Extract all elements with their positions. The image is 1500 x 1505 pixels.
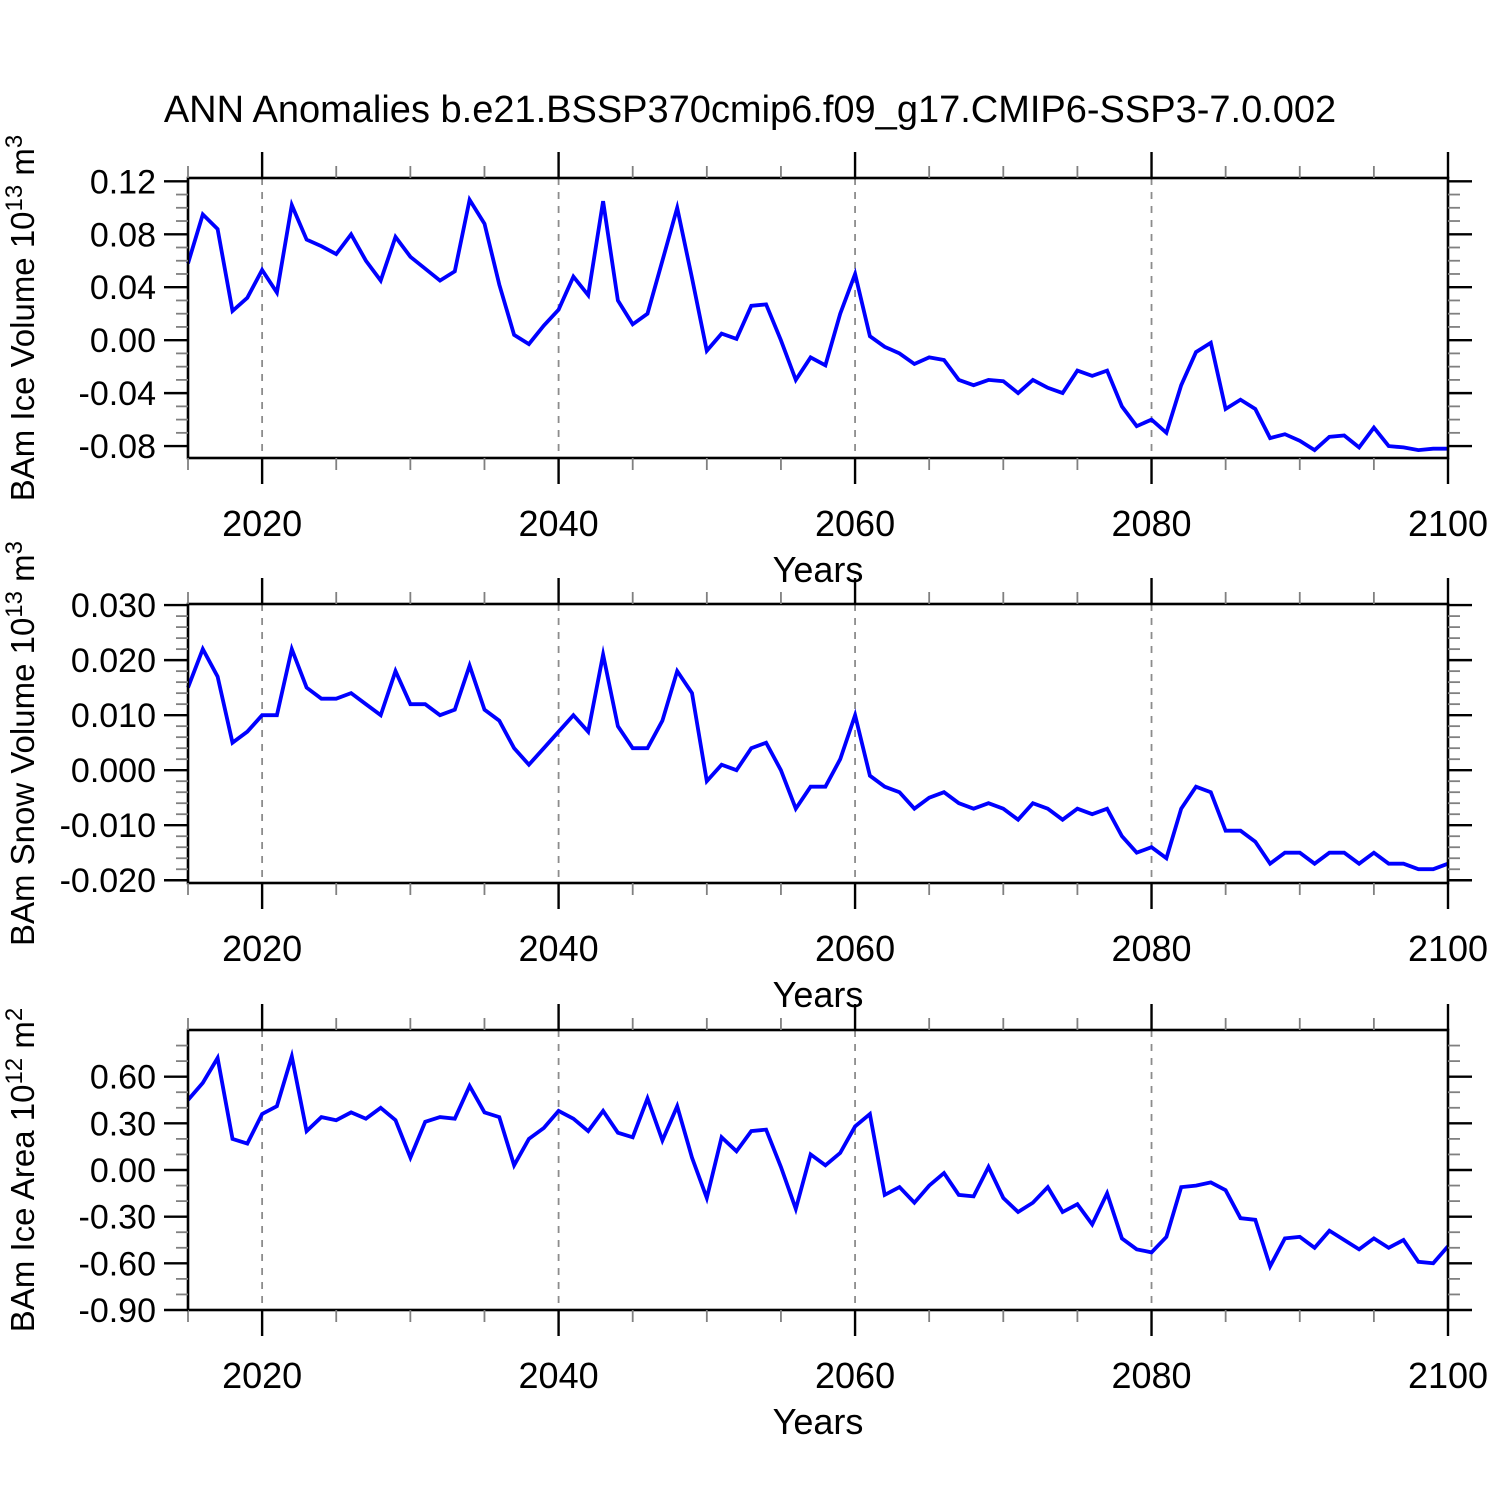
x-tick-label: 2080 [1111, 928, 1191, 969]
data-line [186, 642, 1449, 872]
y-tick-label: 0.00 [90, 1152, 156, 1190]
panel-1: 2020 2040 2060 2080 2100 0.12 0.08 0.04 0.00 -0.0… [1, 135, 1488, 590]
y-tick-label: 0.00 [90, 322, 156, 360]
x-axis-title: Years [773, 549, 864, 590]
y-tick-label: -0.90 [79, 1292, 157, 1330]
plot-frame [186, 602, 1450, 885]
x-tick-label: 2060 [815, 503, 895, 544]
data-line [186, 1048, 1450, 1272]
chart-panels: 2020 2040 2060 2080 2100 0.12 0.08 0.04 0.00 -0.0… [1, 135, 1488, 1442]
x-tick-label: 2040 [519, 1355, 599, 1396]
y-tick-label: -0.010 [60, 807, 156, 845]
x-tick-label: 2020 [222, 503, 302, 544]
x-tick-label: 2100 [1408, 1355, 1488, 1396]
figure-title: ANN Anomalies b.e21.BSSP370cmip6.f09_g17… [164, 89, 1336, 131]
x-tick-label: 2100 [1408, 928, 1488, 969]
plot-frame [186, 176, 1450, 460]
x-tick-label: 2020 [222, 1355, 302, 1396]
y-tick-label: 0.020 [71, 642, 156, 680]
y-tick-label: 0.010 [71, 697, 156, 735]
y-tick-label: -0.30 [79, 1199, 157, 1237]
plot-frame [186, 1028, 1450, 1312]
x-tick-label: 2020 [222, 928, 302, 969]
y-tick-label: 0.60 [90, 1059, 156, 1097]
y-tick-label: -0.60 [79, 1245, 157, 1283]
y-tick-label: 0.030 [71, 587, 156, 625]
y-tick-label: 0.08 [90, 216, 156, 254]
y-tick-label: -0.04 [79, 375, 157, 413]
y-tick-label: -0.020 [60, 862, 156, 900]
y-tick-label: 0.30 [90, 1105, 156, 1143]
x-axis-title: Years [773, 974, 864, 1015]
x-tick-label: 2080 [1111, 503, 1191, 544]
data-line [186, 194, 1448, 453]
x-tick-label: 2060 [815, 928, 895, 969]
x-tick-label: 2040 [519, 503, 599, 544]
y-tick-label: 0.12 [90, 163, 156, 201]
x-tick-label: 2060 [815, 1355, 895, 1396]
panel-3: 2020 2040 2060 2080 2100 0.60 0.30 0.00 -0.30 -0.… [1, 1004, 1488, 1442]
panel-2: 2020 2040 2060 2080 2100 0.030 0.020 0.010 0.000… [1, 541, 1488, 1015]
y-axis-title: BAm Snow Volume 1013 m3 [1, 541, 41, 946]
y-tick-label: 0.04 [90, 269, 156, 307]
x-axis-title: Years [773, 1401, 864, 1442]
x-tick-label: 2080 [1111, 1355, 1191, 1396]
x-tick-label: 2100 [1408, 503, 1488, 544]
y-tick-label: 0.000 [71, 752, 156, 790]
y-axis-title: BAm Ice Volume 1013 m3 [1, 135, 41, 502]
y-tick-label: -0.08 [79, 428, 157, 466]
y-axis-title: BAm Ice Area 1012 m2 [1, 1008, 41, 1332]
x-tick-label: 2040 [519, 928, 599, 969]
